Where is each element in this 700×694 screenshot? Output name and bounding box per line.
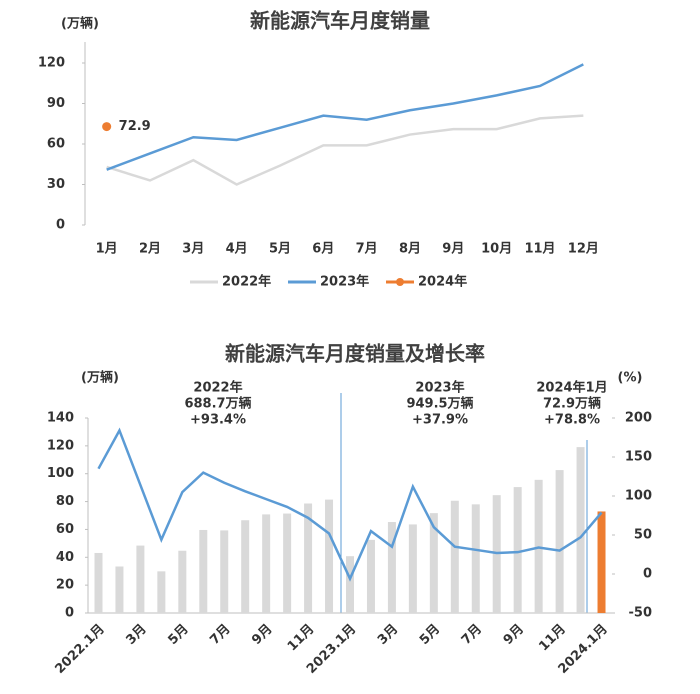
y-tick-label: 140 <box>47 411 74 426</box>
bar <box>408 524 417 613</box>
y-tick-label: 60 <box>47 137 65 152</box>
y-tick-label: 100 <box>47 466 74 481</box>
bar <box>346 556 354 613</box>
x-tick-label: 9月 <box>501 622 527 648</box>
x-tick-label: 11月 <box>285 622 318 655</box>
y-tick-label: 20 <box>56 578 74 593</box>
line <box>106 63 584 171</box>
y2-tick-label: 100 <box>625 489 652 504</box>
y-tick-label: 40 <box>56 550 74 565</box>
y-tick-label: 60 <box>56 522 74 537</box>
y2-tick-label: -50 <box>629 606 653 621</box>
bar <box>513 487 522 613</box>
bar <box>366 539 375 613</box>
line <box>106 114 584 186</box>
x-tick-label: 3月 <box>124 622 150 648</box>
bar <box>325 499 334 613</box>
bar <box>471 504 480 613</box>
bar <box>262 514 271 613</box>
bar <box>115 566 124 613</box>
x-tick-label: 5月 <box>269 242 291 257</box>
legend-label: 2023年 <box>320 274 369 290</box>
x-tick-label: 5月 <box>417 622 443 648</box>
bar <box>450 500 459 613</box>
y-tick-label: 80 <box>56 494 74 509</box>
x-tick-label: 10月 <box>481 242 512 257</box>
x-tick-label: 7月 <box>356 242 378 257</box>
y-tick-label: 0 <box>65 606 74 621</box>
y-tick-label: 90 <box>47 96 65 111</box>
x-tick-label: 7月 <box>459 622 485 648</box>
y2-tick-label: 50 <box>634 528 652 543</box>
legend-marker <box>396 278 404 286</box>
x-tick-label: 2022.1月 <box>53 622 108 677</box>
x-tick-label: 3月 <box>182 242 204 257</box>
x-tick-label: 2月 <box>139 242 161 257</box>
y-axis-label: (万辆) <box>81 370 119 386</box>
chart-title: 新能源汽车月度销量 <box>250 9 430 33</box>
annotation: 2022年 <box>193 380 242 396</box>
annotation: 72.9万辆 <box>543 396 601 412</box>
x-tick-label: 6月 <box>312 242 334 257</box>
annotation: +37.9% <box>412 413 468 428</box>
y-tick-label: 30 <box>47 177 65 192</box>
legend-label: 2024年 <box>418 274 467 290</box>
y2-axis-label: (%) <box>618 371 643 386</box>
x-tick-label: 11月 <box>524 242 555 257</box>
y2-tick-label: 150 <box>625 450 652 465</box>
bar <box>199 529 208 613</box>
bar <box>220 530 229 613</box>
x-tick-label: 5月 <box>165 622 191 648</box>
growth-line <box>97 427 603 582</box>
bar <box>597 511 606 613</box>
annotation: 2024年1月 <box>536 380 607 396</box>
x-tick-label: 11月 <box>536 622 569 655</box>
y-axis-label: (万辆) <box>61 16 99 32</box>
y-tick-label: 120 <box>38 56 65 71</box>
bar <box>94 552 103 613</box>
bar <box>304 503 313 613</box>
x-tick-label: 7月 <box>207 622 233 648</box>
y-tick-label: 120 <box>47 438 74 453</box>
x-tick-label: 1月 <box>96 242 118 257</box>
x-tick-label: 12月 <box>568 242 599 257</box>
annotation: 688.7万辆 <box>184 396 251 412</box>
annotation: +78.8% <box>544 413 600 428</box>
bar <box>241 520 250 613</box>
bar <box>283 513 292 613</box>
annotation: 949.5万辆 <box>406 396 473 412</box>
x-tick-label: 3月 <box>375 622 401 648</box>
bar <box>178 550 187 613</box>
x-tick-label: 9月 <box>249 622 275 648</box>
bar <box>136 545 145 613</box>
annotation: 2023年 <box>415 380 464 396</box>
point <box>102 122 112 132</box>
x-tick-label: 9月 <box>442 242 464 257</box>
bar <box>387 522 396 613</box>
bar <box>555 470 564 613</box>
data-label: 72.9 <box>119 119 151 134</box>
annotation: +93.4% <box>190 413 246 428</box>
bar <box>429 513 438 613</box>
y2-tick-label: 200 <box>625 411 652 426</box>
legend-label: 2022年 <box>222 274 271 290</box>
bar <box>157 571 166 613</box>
x-tick-label: 4月 <box>226 242 248 257</box>
y2-tick-label: 0 <box>643 567 652 582</box>
bar <box>576 447 585 613</box>
x-tick-label: 8月 <box>399 242 421 257</box>
y-tick-label: 0 <box>56 218 65 233</box>
chart-title: 新能源汽车月度销量及增长率 <box>225 342 485 366</box>
